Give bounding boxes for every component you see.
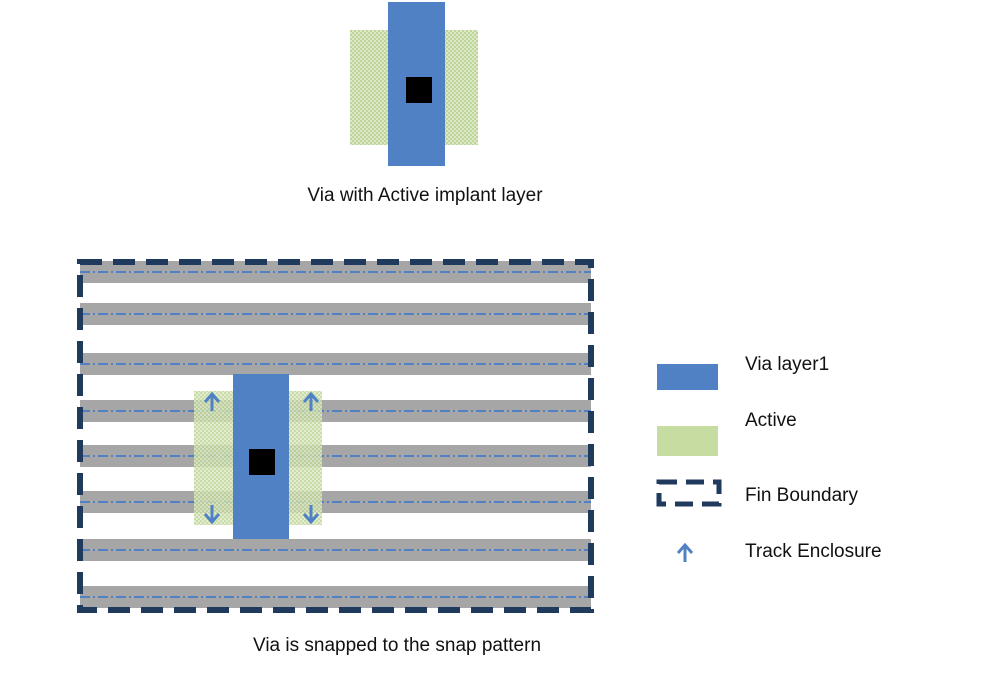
- legend-via-swatch: [657, 364, 718, 390]
- track-enclosure-arrow: [302, 391, 320, 411]
- top-via-example: [350, 2, 478, 166]
- snapped-via-example: [194, 374, 322, 539]
- fin-tracks: [80, 261, 591, 608]
- legend-active-swatch: [657, 426, 718, 456]
- bottom-caption: Via is snapped to the snap pattern: [253, 635, 541, 656]
- legend-fin-boundary-swatch: [656, 479, 722, 507]
- legend-track-enclosure-icon: [676, 542, 694, 562]
- track-enclosure-arrow: [203, 505, 221, 525]
- via-contact-square: [249, 449, 275, 475]
- legend-active-label: Active: [745, 410, 797, 431]
- legend-track-enclosure-label: Track Enclosure: [745, 541, 882, 562]
- legend: Via layer1 Active Fin Boundary Track Enc…: [656, 354, 882, 562]
- legend-fin-boundary-label: Fin Boundary: [745, 485, 859, 506]
- track-enclosure-arrow: [203, 391, 221, 411]
- legend-via-label: Via layer1: [745, 354, 829, 375]
- track-enclosure-arrow: [302, 505, 320, 525]
- via-contact-square: [406, 77, 432, 103]
- top-caption: Via with Active implant layer: [307, 185, 543, 206]
